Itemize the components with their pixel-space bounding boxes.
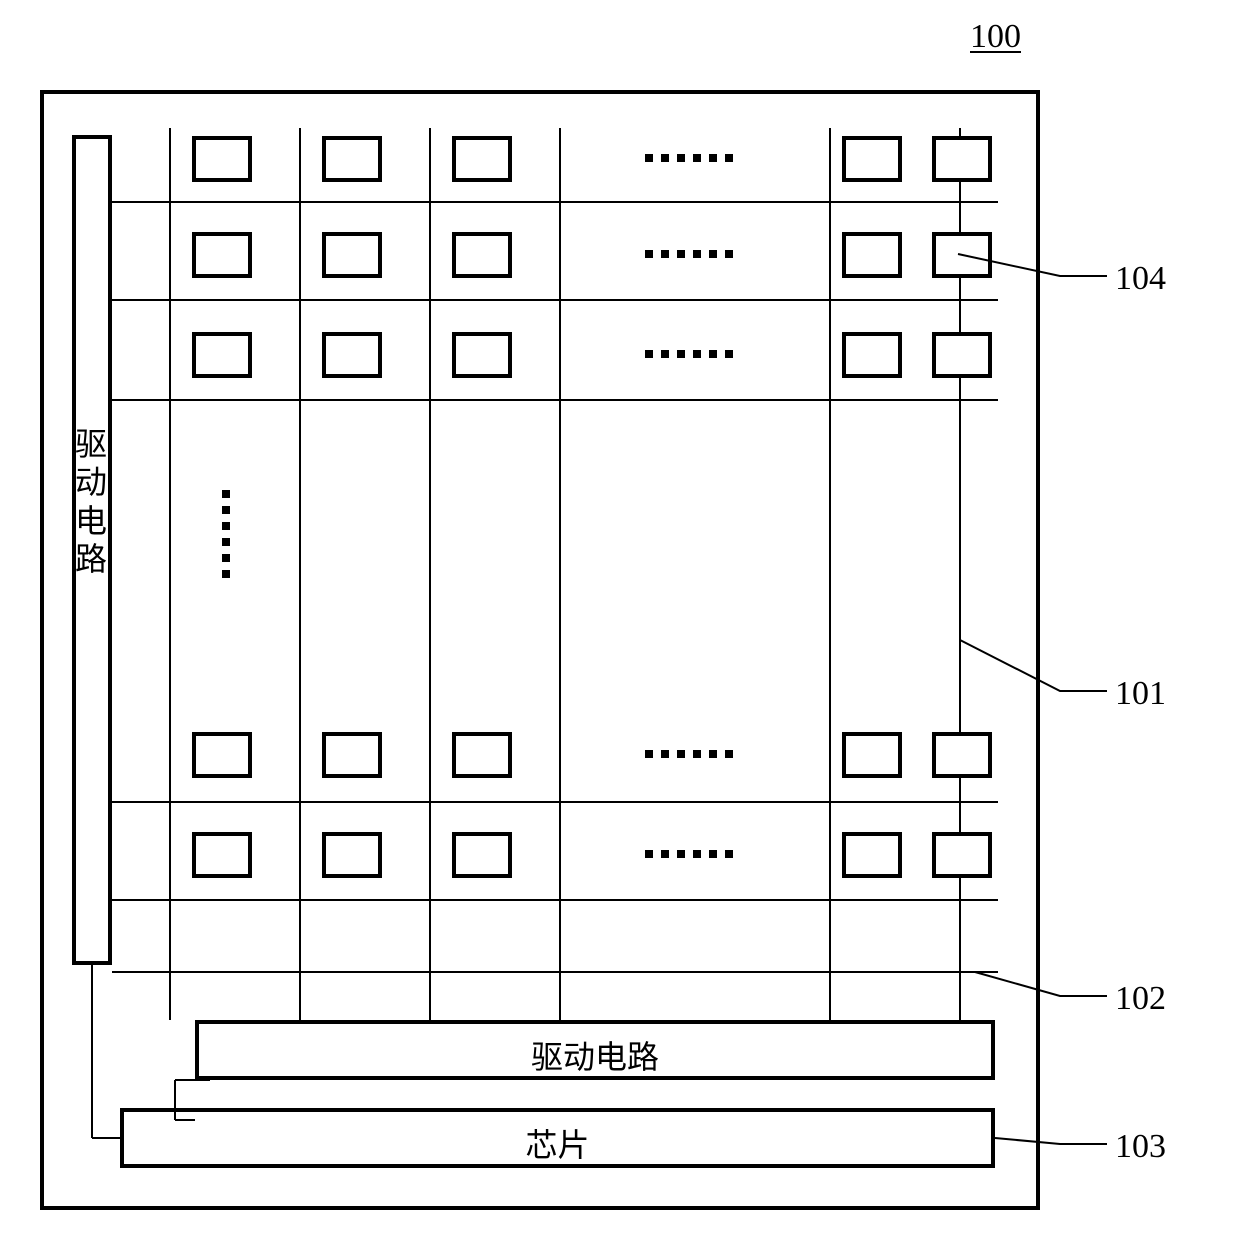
pixel-box bbox=[452, 232, 512, 278]
driver-left-label: 驱动电路 bbox=[75, 425, 107, 579]
pixel-box bbox=[932, 732, 992, 778]
pixel-box bbox=[192, 332, 252, 378]
pixel-box bbox=[322, 332, 382, 378]
callout-102: 102 bbox=[1115, 980, 1166, 1018]
callout-101: 101 bbox=[1115, 675, 1166, 713]
ellipsis-horizontal bbox=[645, 250, 733, 258]
ellipsis-horizontal bbox=[645, 850, 733, 858]
pixel-box bbox=[192, 232, 252, 278]
pixel-box bbox=[322, 136, 382, 182]
pixel-box bbox=[932, 232, 992, 278]
pixel-box bbox=[452, 832, 512, 878]
ellipsis-horizontal bbox=[645, 154, 733, 162]
pixel-box bbox=[842, 732, 902, 778]
pixel-box bbox=[322, 732, 382, 778]
ellipsis-vertical bbox=[222, 490, 230, 578]
pixel-box bbox=[192, 732, 252, 778]
pixel-box bbox=[932, 832, 992, 878]
pixel-box bbox=[842, 832, 902, 878]
ellipsis-horizontal bbox=[645, 750, 733, 758]
pixel-box bbox=[452, 332, 512, 378]
pixel-box bbox=[842, 232, 902, 278]
driver-bottom-label: 驱动电路 bbox=[531, 1032, 659, 1078]
pixel-box bbox=[192, 136, 252, 182]
figure-number: 100 bbox=[970, 18, 1021, 56]
pixel-box bbox=[842, 332, 902, 378]
chip-label: 芯片 bbox=[526, 1120, 590, 1166]
callout-103: 103 bbox=[1115, 1128, 1166, 1166]
pixel-box bbox=[842, 136, 902, 182]
pixel-box bbox=[452, 136, 512, 182]
pixel-box bbox=[452, 732, 512, 778]
pixel-box bbox=[932, 332, 992, 378]
callout-104: 104 bbox=[1115, 260, 1166, 298]
ellipsis-horizontal bbox=[645, 350, 733, 358]
pixel-box bbox=[322, 832, 382, 878]
pixel-box bbox=[192, 832, 252, 878]
pixel-box bbox=[932, 136, 992, 182]
pixel-box bbox=[322, 232, 382, 278]
